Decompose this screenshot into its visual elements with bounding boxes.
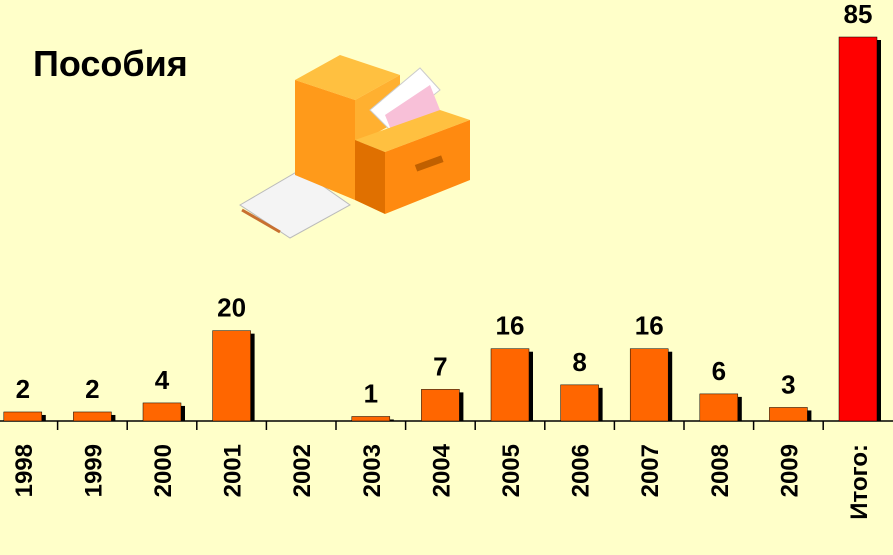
value-label: 16 [635, 311, 664, 341]
value-label: 16 [496, 311, 525, 341]
x-tick-label: 2005 [498, 444, 525, 497]
x-tick-label: 2007 [637, 444, 664, 497]
bar [351, 416, 391, 422]
value-label: 85 [844, 0, 873, 29]
x-tick-label: 2001 [220, 444, 247, 497]
bar [3, 411, 43, 422]
x-tick-label: 2006 [568, 444, 595, 497]
x-tick-label: 1998 [11, 444, 38, 497]
x-tick-label: Итого: [846, 444, 873, 520]
x-tick-label: 1999 [80, 444, 107, 497]
value-label: 4 [155, 365, 170, 395]
bar [699, 393, 739, 422]
x-tick-label: 2008 [707, 444, 734, 497]
bar [212, 330, 251, 422]
bar [73, 411, 112, 422]
bar [629, 348, 669, 422]
value-label: 20 [217, 293, 246, 323]
x-tick-label: 2002 [289, 444, 316, 497]
bar [421, 389, 460, 422]
value-label: 7 [433, 351, 447, 381]
value-label: 1 [364, 378, 378, 408]
x-tick-label: 2000 [150, 444, 177, 497]
x-tick-label: 2003 [359, 444, 386, 497]
bar [490, 348, 530, 422]
value-label: 8 [572, 347, 586, 377]
value-label: 3 [781, 369, 795, 399]
bar [142, 402, 182, 422]
value-label: 2 [16, 374, 30, 404]
x-tick-label: 2004 [428, 443, 455, 497]
x-tick-label: 2009 [776, 444, 803, 497]
chart-title: Пособия [33, 43, 188, 84]
cabinet-icon [239, 55, 470, 239]
value-label: 6 [712, 356, 726, 386]
bar [769, 407, 808, 422]
bar [560, 384, 599, 422]
value-label: 2 [85, 374, 99, 404]
bar [838, 36, 878, 422]
